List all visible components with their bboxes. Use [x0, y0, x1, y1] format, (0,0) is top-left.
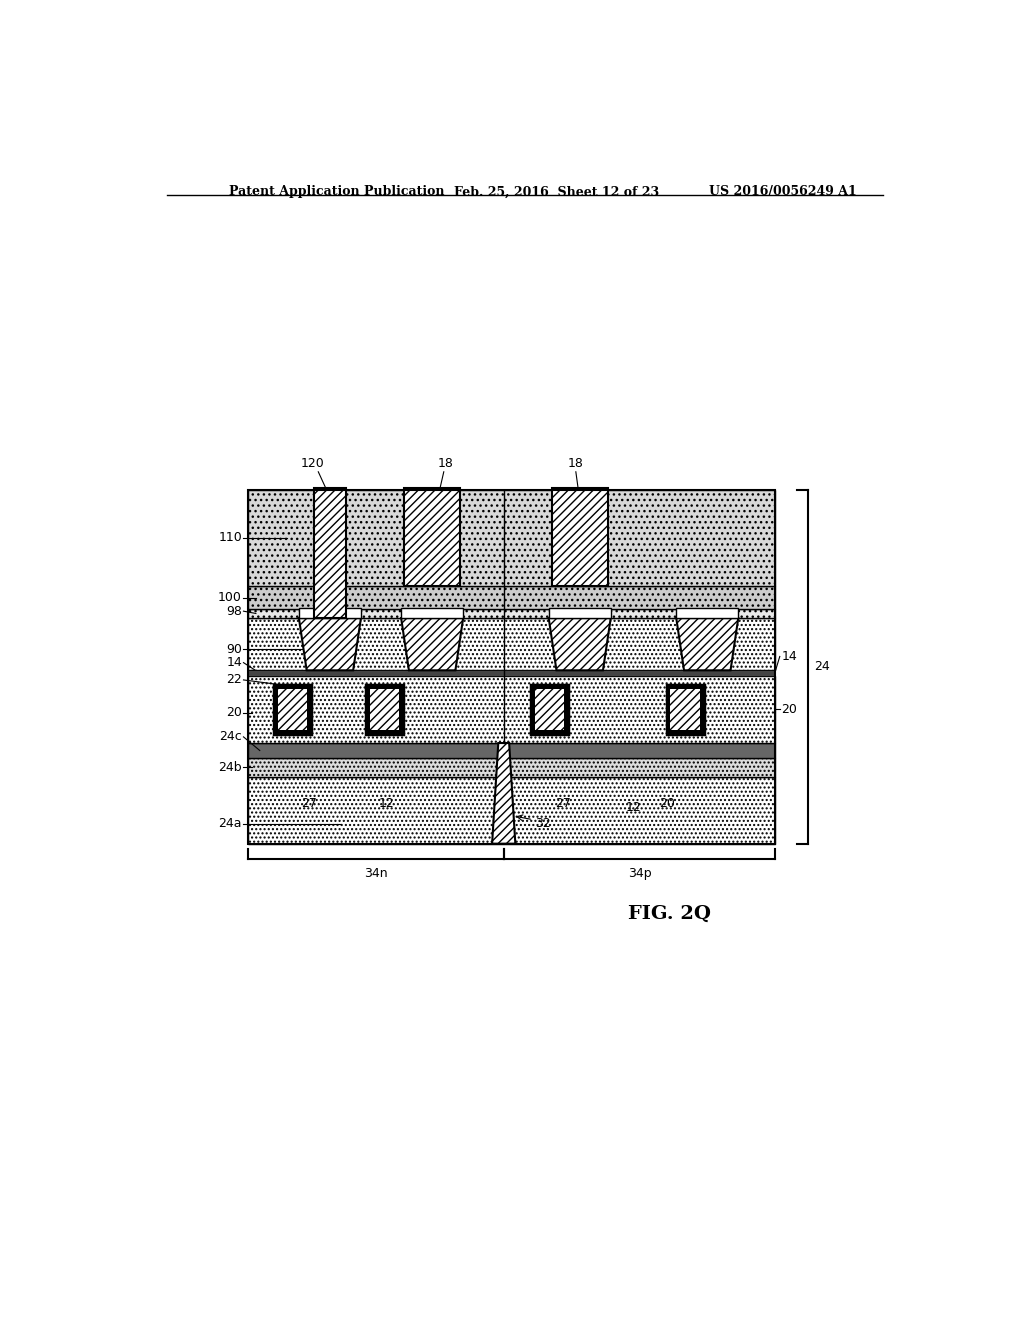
Polygon shape	[549, 618, 610, 671]
Polygon shape	[493, 743, 515, 843]
Text: 27: 27	[555, 797, 571, 810]
Bar	[278, 689, 307, 730]
Bar	[535, 689, 564, 730]
Bar	[313, 488, 346, 618]
Bar	[248, 758, 775, 776]
Text: 18: 18	[568, 457, 584, 470]
Bar	[370, 689, 399, 730]
Text: US 2016/0056249 A1: US 2016/0056249 A1	[710, 185, 857, 198]
Text: Patent Application Publication: Patent Application Publication	[228, 185, 444, 198]
Text: 14: 14	[781, 649, 797, 663]
Text: 32: 32	[535, 817, 551, 830]
Bar	[552, 488, 607, 586]
Text: 22: 22	[226, 673, 242, 686]
Bar	[248, 586, 775, 609]
Bar	[248, 676, 775, 743]
Text: 20: 20	[781, 704, 798, 715]
Text: Feb. 25, 2016  Sheet 12 of 23: Feb. 25, 2016 Sheet 12 of 23	[454, 185, 658, 198]
Text: 12: 12	[626, 801, 642, 814]
Bar	[299, 609, 360, 618]
Text: 18: 18	[438, 457, 454, 470]
Text: 90: 90	[226, 643, 242, 656]
Bar	[248, 671, 775, 676]
Bar	[366, 685, 402, 734]
Text: 100: 100	[218, 591, 242, 605]
Bar	[248, 618, 775, 671]
Bar	[248, 776, 775, 843]
Bar	[530, 685, 568, 734]
Text: 14: 14	[226, 656, 242, 669]
Text: 27: 27	[301, 797, 317, 810]
Bar	[667, 685, 703, 734]
Bar	[401, 609, 463, 618]
Text: 24: 24	[814, 660, 829, 673]
Bar	[248, 490, 775, 843]
Text: 110: 110	[218, 532, 242, 544]
Text: 34n: 34n	[365, 867, 388, 880]
Text: 12: 12	[378, 797, 394, 810]
Bar	[273, 685, 311, 734]
Polygon shape	[299, 618, 360, 671]
Polygon shape	[401, 618, 463, 671]
Bar	[248, 609, 775, 618]
Text: 98: 98	[226, 605, 242, 618]
Bar	[671, 689, 699, 730]
Text: 20: 20	[226, 706, 242, 719]
Text: 24c: 24c	[219, 730, 242, 743]
Bar	[404, 488, 460, 586]
Text: 24a: 24a	[218, 817, 242, 830]
Bar	[676, 609, 738, 618]
Text: FIG. 2Q: FIG. 2Q	[629, 906, 712, 923]
Text: 20: 20	[658, 797, 675, 810]
Bar	[549, 609, 610, 618]
Text: 34p: 34p	[628, 867, 651, 880]
Bar	[248, 743, 775, 758]
Text: 120: 120	[301, 457, 325, 470]
Polygon shape	[676, 618, 738, 671]
Bar	[248, 490, 775, 586]
Text: 24b: 24b	[218, 760, 242, 774]
